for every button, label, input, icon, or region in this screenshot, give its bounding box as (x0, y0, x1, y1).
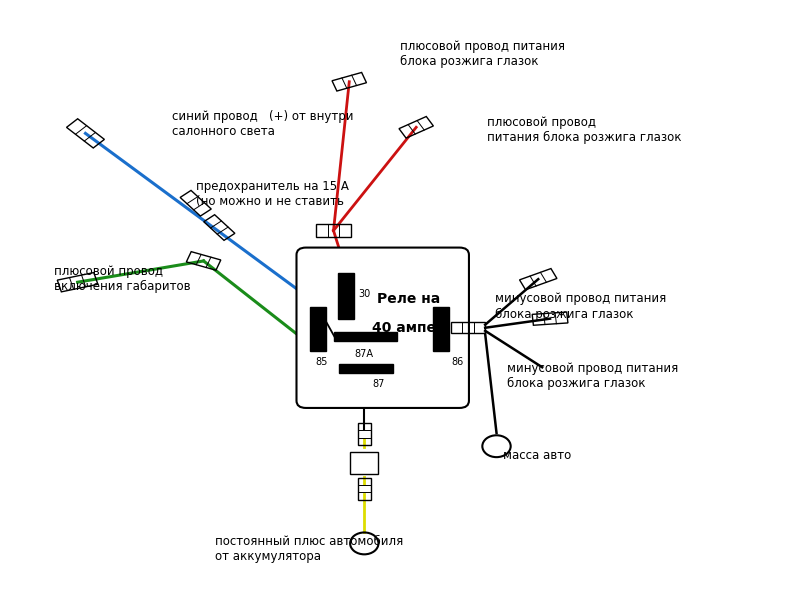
Text: 87A: 87A (354, 349, 374, 359)
Text: 30: 30 (358, 289, 370, 299)
Text: предохранитель на 15 А
(но можно и не ставить: предохранитель на 15 А (но можно и не ст… (196, 180, 349, 208)
Text: 87: 87 (372, 379, 385, 389)
Bar (310, 307, 326, 351)
Bar (351, 452, 378, 474)
Text: 86: 86 (451, 357, 464, 367)
Bar (338, 273, 354, 319)
Bar (433, 307, 449, 351)
Text: минусовой провод питания
блока розжига глазок: минусовой провод питания блока розжига г… (495, 292, 666, 321)
Text: плюсовой провод
включения габаритов: плюсовой провод включения габаритов (54, 265, 190, 293)
Text: 85: 85 (316, 357, 328, 367)
Text: минусовой провод питания
блока розжига глазок: минусовой провод питания блока розжига г… (507, 362, 678, 390)
Bar (335, 332, 397, 341)
Text: постоянный плюс автомобиля
от аккумулятора: постоянный плюс автомобиля от аккумулято… (216, 536, 404, 563)
Text: Реле на: Реле на (377, 292, 440, 306)
Bar (339, 364, 393, 373)
Text: плюсовой провод
питания блока розжига глазок: плюсовой провод питания блока розжига гл… (487, 116, 681, 145)
Text: масса авто: масса авто (503, 449, 571, 462)
FancyBboxPatch shape (297, 248, 469, 408)
Text: синий провод   (+) от внутри
салонного света: синий провод (+) от внутри салонного све… (172, 110, 354, 139)
Text: 40 ампер: 40 ампер (372, 321, 446, 335)
Text: плюсовой провод питания
блока розжига глазок: плюсовой провод питания блока розжига гл… (400, 40, 565, 69)
